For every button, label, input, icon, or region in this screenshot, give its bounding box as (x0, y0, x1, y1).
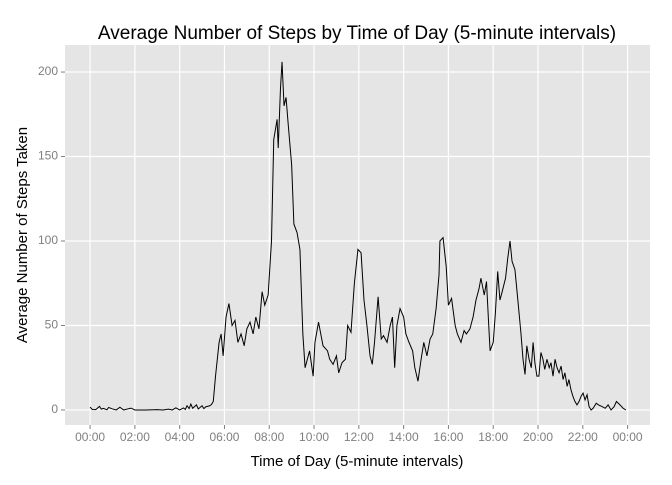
line-series (89, 61, 627, 411)
x-tick-label: 16:00 (433, 430, 463, 444)
x-tick-label: 22:00 (568, 430, 598, 444)
y-tick-label: 0 (51, 402, 58, 416)
x-tick-label: 14:00 (389, 430, 419, 444)
x-tick-label: 02:00 (120, 430, 150, 444)
x-tick-label: 20:00 (523, 430, 553, 444)
y-tick-label: 150 (38, 149, 58, 163)
x-tick-label: 06:00 (209, 430, 239, 444)
y-axis-title: Average Number of Steps Taken (14, 127, 31, 343)
x-tick-label: 10:00 (299, 430, 329, 444)
y-tick-label: 50 (45, 318, 59, 332)
x-axis-title: Time of Day (5-minute intervals) (251, 453, 464, 470)
x-tick-label: 00:00 (75, 430, 105, 444)
x-tick-label: 08:00 (254, 430, 284, 444)
x-tick-label: 12:00 (344, 430, 374, 444)
y-tick-label: 100 (38, 233, 58, 247)
chart-title: Average Number of Steps by Time of Day (… (98, 23, 616, 44)
plot-panel (65, 45, 650, 425)
x-tick-label: 18:00 (478, 430, 508, 444)
x-tick-label: 04:00 (165, 430, 195, 444)
x-tick-label: 00:00 (613, 430, 643, 444)
y-tick-label: 200 (38, 64, 58, 78)
